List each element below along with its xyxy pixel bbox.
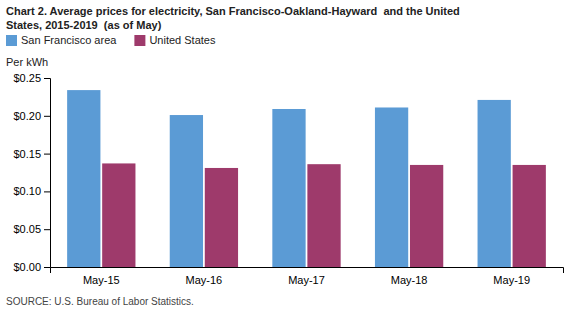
plot: $0.00$0.05$0.10$0.15$0.20$0.25May-15May-… xyxy=(13,72,563,286)
tick-mark xyxy=(44,116,50,117)
legend-swatch xyxy=(134,35,145,46)
tick-label: May-17 xyxy=(288,274,325,286)
y-axis: $0.00 $0.05 $0.10 $0.15 $0.20 $0.25 xyxy=(13,72,50,273)
tick: $0.25 xyxy=(13,72,50,84)
tick: May-15 xyxy=(83,274,120,286)
tick-label: $0.00 xyxy=(13,261,41,273)
bar xyxy=(375,107,408,267)
axis-line xyxy=(44,79,51,268)
legend-label: San Francisco area xyxy=(21,34,117,46)
bars xyxy=(67,90,546,267)
chart: Chart 2. Average prices for electricity,… xyxy=(0,0,579,311)
tick: May-16 xyxy=(186,274,223,286)
legend-swatch xyxy=(6,35,17,46)
bar xyxy=(272,109,305,267)
bar xyxy=(513,165,546,267)
tick: May-18 xyxy=(391,274,428,286)
tick-label: $0.10 xyxy=(13,185,41,197)
title: States, 2015-2019 (as of May) xyxy=(6,19,162,31)
tick-mark xyxy=(44,267,50,268)
legend: San Francisco area United States xyxy=(6,34,216,46)
bar-series xyxy=(102,163,546,267)
legend-item: San Francisco area xyxy=(6,34,117,46)
legend-item: United States xyxy=(134,34,216,46)
tick-mark xyxy=(44,154,50,155)
tick: $0.20 xyxy=(13,110,50,122)
bar xyxy=(478,100,511,267)
tick-mark xyxy=(44,191,50,192)
x-axis: May-15 May-16 May-17 May-18 May-19 xyxy=(51,268,564,286)
bar xyxy=(67,90,100,267)
bar xyxy=(102,163,135,267)
bar xyxy=(307,164,340,267)
tick-mark xyxy=(44,229,50,230)
tick: $0.00 xyxy=(13,261,50,273)
tick: May-19 xyxy=(493,274,530,286)
bar xyxy=(205,168,238,267)
tick-label: May-15 xyxy=(83,274,120,286)
legend-label: United States xyxy=(149,34,216,46)
tick-label: $0.25 xyxy=(13,72,41,84)
axis-label: Per kWh xyxy=(6,56,48,68)
tick: $0.10 xyxy=(13,185,50,197)
bar xyxy=(170,115,203,267)
tick-label: $0.05 xyxy=(13,223,41,235)
tick: May-17 xyxy=(288,274,325,286)
tick-mark xyxy=(44,78,50,79)
tick: $0.15 xyxy=(13,148,50,160)
source: SOURCE: U.S. Bureau of Labor Statistics. xyxy=(6,296,194,307)
bar xyxy=(410,165,443,267)
tick-label: $0.20 xyxy=(13,110,41,122)
tick-label: May-18 xyxy=(391,274,428,286)
bar-series xyxy=(67,90,511,267)
tick-label: May-19 xyxy=(493,274,530,286)
tick: $0.05 xyxy=(13,223,50,235)
tick-label: $0.15 xyxy=(13,148,41,160)
axis-line xyxy=(51,268,564,274)
tick-label: May-16 xyxy=(186,274,223,286)
title: Chart 2. Average prices for electricity,… xyxy=(6,5,460,17)
